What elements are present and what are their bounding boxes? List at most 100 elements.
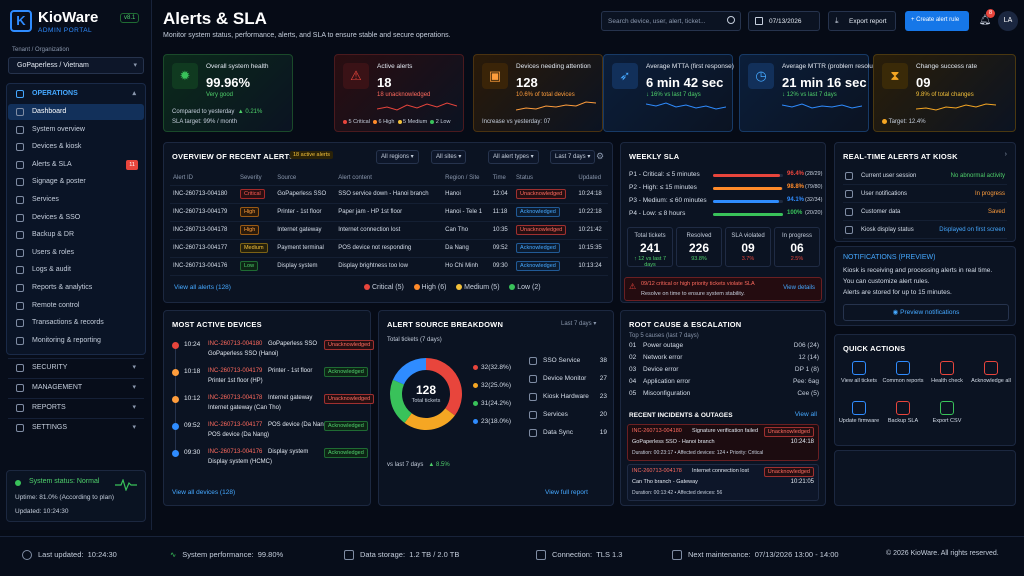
cell-time: 09:52 [492, 245, 508, 251]
kpi-mtta: ➶ Average MTTA (first response) 6 min 42… [603, 54, 734, 132]
backup-sla-button[interactable]: Backup SLA [881, 401, 925, 424]
update-firmware-button[interactable]: Update firmware [837, 401, 881, 424]
date-picker[interactable]: 07/13/2026 [748, 11, 820, 31]
kpi-devices-attention: ▣ Devices needing attention 128 10.6% of… [473, 54, 603, 132]
filter-regions[interactable]: All regions ▾ [376, 150, 419, 164]
shield-icon [536, 550, 546, 561]
sidebar-item-devices-sso[interactable]: Devices & SSO [8, 210, 144, 226]
filter-sites[interactable]: All sites ▾ [431, 150, 467, 164]
avatar[interactable]: LA [998, 11, 1018, 31]
remote-control-icon [16, 301, 24, 310]
sla-count: (28/29) [805, 171, 823, 177]
sidebar-item-dashboard[interactable]: Dashboard [8, 104, 144, 120]
export-label: Export report [849, 18, 887, 25]
view-all-tickets-button[interactable]: View all tickets [837, 361, 881, 384]
sidebar-item-remote-control[interactable]: Remote control [8, 298, 144, 314]
table-row[interactable]: INC-260713-004178 High Internet gateway Int… [170, 221, 608, 240]
period-select[interactable]: Last 7 days ▾ [561, 321, 597, 327]
management-icon [16, 384, 24, 392]
alert-id[interactable]: INC-260713-004179 [173, 209, 228, 215]
filter-alert-types[interactable]: All alert types ▾ [488, 150, 539, 164]
root-cause-panel: ROOT CAUSE & ESCALATION Top 5 causes (la… [620, 310, 826, 506]
column-header[interactable]: Alert ID [170, 171, 237, 186]
sidebar-item-monitoring-reporting[interactable]: Monitoring & reporting [8, 333, 144, 349]
acknowledge-all-button[interactable]: Acknowledge all [969, 361, 1013, 384]
view-all-incidents-link[interactable]: View all [794, 411, 817, 418]
sidebar-item-logs-audit[interactable]: Logs & audit [8, 262, 144, 278]
sidebar-item-backup-dr[interactable]: Backup & DR [8, 227, 144, 243]
list-item[interactable]: 10:18 INC-260713-004179 Printer - 1st floo… [164, 366, 370, 392]
settings-gear-icon[interactable]: ⚙ [596, 151, 605, 161]
alert-id[interactable]: INC-260713-004180 [173, 191, 228, 197]
alert-id[interactable]: INC-260713-004177 [173, 245, 228, 251]
column-header[interactable]: Region / Site [442, 171, 490, 186]
table-row[interactable]: INC-260713-004180 Critical GoPaperless SSO… [170, 185, 608, 204]
sidebar-item-label: Backup & DR [32, 231, 75, 239]
filter-period[interactable]: Last 7 days ▾ [550, 150, 596, 164]
sidebar-item-users-roles[interactable]: Users & roles [8, 245, 144, 261]
preview-notifications-button[interactable]: ◉ Preview notifications [843, 304, 1009, 321]
notification-bell-icon[interactable]: 🔔︎ [978, 15, 992, 26]
sidebar-item-alerts-sla[interactable]: Alerts & SLA 11 [8, 157, 144, 173]
column-header[interactable]: Time [489, 171, 514, 186]
column-header[interactable]: Alert content [335, 171, 443, 186]
column-header[interactable]: Status [513, 171, 576, 186]
list-item[interactable]: 09:30 INC-260713-004176 Display system Disp… [164, 447, 370, 473]
sidebar-group-reports[interactable]: REPORTS ▾ [8, 398, 144, 416]
sidebar-item-label: Logs & audit [32, 266, 71, 274]
sidebar: K KioWare ADMIN PORTAL v8.1 Tenant / Org… [0, 0, 152, 530]
sidebar-item-transactions-records[interactable]: Transactions & records [8, 315, 144, 331]
incident-card[interactable]: INC-260713-004178 Internet connection los… [627, 464, 819, 501]
column-header[interactable]: Updated [575, 171, 608, 186]
sidebar-group-settings[interactable]: SETTINGS ▾ [8, 418, 144, 436]
export-report-button[interactable]: ⤓ Export report [828, 11, 896, 31]
cell-source: Internet gateway [277, 227, 322, 233]
alert-triangle-icon: ⚠ [343, 63, 369, 89]
list-item[interactable]: 09:52 INC-260713-004177 POS device (Da Nan… [164, 420, 370, 446]
alert-id[interactable]: INC-260713-004178 [173, 227, 228, 233]
sidebar-item-badge: 11 [126, 159, 138, 170]
create-alert-rule-button[interactable]: + Create alert rule [905, 11, 969, 31]
table-row[interactable]: INC-260713-004177 Medium Payment terminal P… [170, 239, 608, 258]
donut-slice-device-monitor[interactable] [404, 408, 455, 430]
kpi-value: 21 min 16 sec [782, 75, 867, 90]
status-badge: Unacknowledged [324, 340, 375, 350]
cell-source: Printer - 1st floor [277, 209, 322, 215]
hourglass-icon: ⧗ [882, 63, 908, 89]
view-all-alerts-link[interactable]: View all alerts (128) [174, 284, 231, 291]
sidebar-item-system-overview[interactable]: System overview [8, 122, 144, 138]
sidebar-group-management[interactable]: MANAGEMENT ▾ [8, 378, 144, 396]
search-input[interactable]: Search device, user, alert, ticket... [601, 11, 741, 31]
list-item[interactable]: 10:12 INC-260713-004178 Internet gateway In… [164, 393, 375, 419]
sidebar-group-security[interactable]: SECURITY ▾ [8, 358, 144, 376]
incident-card[interactable]: INC-260713-004180 Signature verification … [627, 424, 819, 461]
sidebar-item-reports-analytics[interactable]: Reports & analytics [8, 280, 144, 296]
kiosk-display-status-icon [845, 226, 853, 234]
column-header[interactable]: Source [274, 171, 336, 186]
view-full-report-link[interactable]: View full report [545, 489, 588, 496]
view-all-devices-link[interactable]: View all devices (128) [172, 489, 236, 496]
kpi-mttr: ◷ Average MTTR (problem resolution) 21 m… [739, 54, 886, 132]
sidebar-item-devices-kiosk[interactable]: Devices & kiosk [8, 139, 144, 155]
common-reports-button[interactable]: Common reports [881, 361, 925, 384]
alert-id[interactable]: INC-260713-004176 [173, 263, 228, 269]
kiosk-row-kiosk-display-status: Kiosk display status Displayed on first s… [843, 221, 1007, 239]
donut-slice-sso-service[interactable] [426, 358, 462, 416]
nav-section-operations[interactable]: OPERATIONS ▴ [8, 86, 144, 102]
settings-icon [16, 424, 24, 432]
list-item[interactable]: 10:24 INC-260713-004180 GoPaperless SSO GoP… [164, 339, 375, 365]
sidebar-item-signage-poster[interactable]: Signage & poster [8, 174, 144, 190]
table-row[interactable]: INC-260713-004176 Low Display system Displa… [170, 257, 608, 276]
nav-operations-group [6, 83, 146, 355]
health-check-button[interactable]: Health check [925, 361, 969, 384]
view-details-link[interactable]: View details [783, 285, 815, 291]
status-badge: Acknowledged [516, 207, 560, 217]
donut-slice-kiosk-hardware[interactable] [390, 379, 412, 423]
donut-slice-services[interactable] [392, 358, 426, 385]
sidebar-item-services[interactable]: Services [8, 192, 144, 208]
export-csv-button[interactable]: Export CSV [925, 401, 969, 424]
table-row[interactable]: INC-260713-004179 High Printer - 1st floor… [170, 203, 608, 222]
tenant-select[interactable]: GoPaperless / Vietnam ▾ [8, 57, 144, 74]
chevron-right-icon[interactable]: › [1004, 151, 1007, 158]
column-header[interactable]: Severity [236, 171, 275, 186]
